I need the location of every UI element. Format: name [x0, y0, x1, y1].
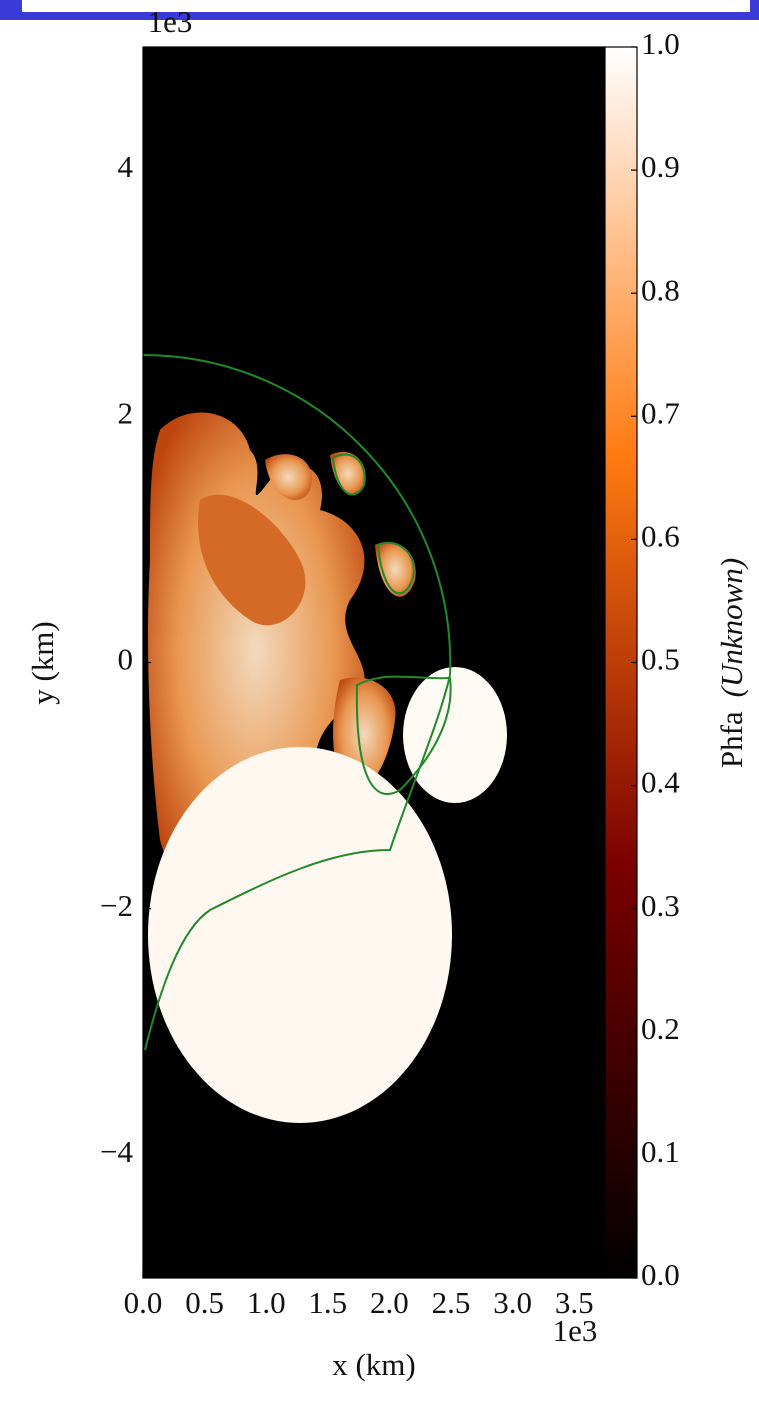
x-tick-label: 0.5 [185, 1285, 224, 1320]
y-tick-label: 2 [118, 395, 134, 430]
colorbar-tick-label: 0.5 [641, 642, 680, 677]
colorbar-tick-label: 0.3 [641, 888, 680, 923]
colorbar-tick-label: 0.0 [641, 1257, 680, 1292]
colorbar-tick-label: 0.1 [641, 1134, 680, 1169]
heatmap-image [143, 47, 605, 1278]
x-multiplier: 1e3 [553, 1313, 598, 1348]
y-tick-label: 0 [118, 642, 134, 677]
colorbar-tick-label: 0.2 [641, 1011, 680, 1046]
x-tick-label: 2.0 [370, 1285, 409, 1320]
y-tick-label: −4 [100, 1134, 133, 1169]
x-axis-label: x (km) [332, 1347, 416, 1382]
y-axis-label: y (km) [25, 621, 60, 705]
colorbar-label: Phfa (Unknown) [714, 558, 749, 768]
x-tick-label: 0.0 [124, 1285, 163, 1320]
x-tick-label: 3.0 [493, 1285, 532, 1320]
x-tick-label: 1.0 [247, 1285, 286, 1320]
header-overlay [22, 0, 750, 12]
colorbar-tick-label: 0.7 [641, 395, 680, 430]
colorbar-label-unit: (Unknown) [714, 558, 749, 697]
colorbar-label-name: Phfa [714, 711, 749, 768]
x-tick-label: 1.5 [308, 1285, 347, 1320]
colorbar-tick-label: 0.8 [641, 272, 680, 307]
y-tick-label: −2 [100, 888, 133, 923]
colorbar-tick-label: 1.0 [641, 26, 680, 61]
y-tick-label: 4 [118, 149, 134, 184]
colorbar-tick-label: 0.6 [641, 519, 680, 554]
colorbar-tick-label: 0.4 [641, 765, 680, 800]
y-multiplier: 1e3 [148, 4, 193, 39]
x-tick-label: 2.5 [432, 1285, 471, 1320]
x-tick-label: 3.5 [555, 1285, 594, 1320]
colorbar-tick-label: 0.9 [641, 149, 680, 184]
